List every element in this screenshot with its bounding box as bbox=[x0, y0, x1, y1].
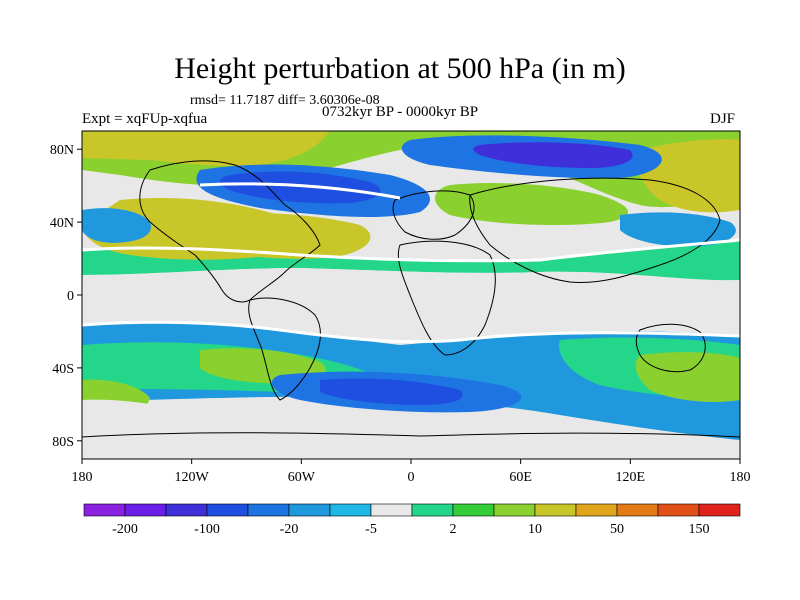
contour-south bbox=[82, 320, 740, 344]
colorbar-swatch bbox=[534, 503, 577, 517]
field-australia-green bbox=[635, 352, 740, 402]
colorbar-label: 2 bbox=[450, 522, 457, 537]
colorbar-swatch bbox=[124, 503, 167, 517]
colorbar-label: 10 bbox=[528, 522, 542, 537]
lat-tick-label: 80N bbox=[50, 143, 74, 158]
longitude-axis: 180 120W 60W 0 60E 120E 180 bbox=[72, 459, 751, 485]
lat-tick-label: 80S bbox=[52, 435, 74, 450]
colorbar-swatch bbox=[247, 503, 290, 517]
colorbar-swatch bbox=[370, 503, 413, 517]
field-npacific-yellow bbox=[636, 139, 740, 213]
colorbar-label: 50 bbox=[610, 522, 624, 537]
colorbar-swatch bbox=[411, 503, 454, 517]
field-southatlantic-core bbox=[320, 378, 463, 405]
field-asia-low bbox=[620, 212, 736, 247]
colorbar-swatch bbox=[206, 503, 249, 517]
contour-lines bbox=[82, 182, 740, 344]
field-antarctic-neutral bbox=[82, 440, 740, 459]
asia-coast bbox=[469, 177, 721, 284]
period-label: 0732kyr BP - 0000kyr BP bbox=[322, 104, 479, 120]
field-arctic-yellow bbox=[82, 131, 330, 166]
field-tropical-neutral bbox=[82, 268, 740, 345]
lon-tick-label: 120E bbox=[616, 470, 646, 485]
rmsd-stats: rmsd= 11.7187 diff= 3.60306e-08 bbox=[190, 93, 380, 108]
colorbar-swatch bbox=[165, 503, 208, 517]
contour-north bbox=[82, 238, 740, 263]
lon-tick-label: 120W bbox=[175, 470, 210, 485]
colorbar-label: 150 bbox=[689, 522, 710, 537]
lat-tick-label: 40N bbox=[50, 216, 74, 231]
field-atlantic-high bbox=[195, 213, 371, 259]
north-america-coast bbox=[139, 160, 321, 303]
field-eurasia-green bbox=[435, 183, 629, 226]
colorbar-swatch bbox=[493, 503, 536, 517]
colorbar-label: -5 bbox=[365, 522, 377, 537]
colorbar-swatch bbox=[288, 503, 331, 517]
lon-tick-label: 0 bbox=[408, 470, 415, 485]
height-perturbation-field bbox=[82, 131, 740, 459]
colorbar-swatch bbox=[616, 503, 659, 517]
colorbar-swatch bbox=[657, 503, 700, 517]
colorbar: -200 -100 -20 -5 2 10 50 150 bbox=[83, 503, 741, 537]
australia-coast bbox=[635, 323, 706, 373]
latitude-axis: 80N 40N 0 40S 80S bbox=[50, 143, 82, 450]
colorbar-swatch bbox=[698, 503, 741, 517]
south-america-coast bbox=[248, 297, 321, 401]
colorbar-label: -100 bbox=[194, 522, 220, 537]
lon-tick-label: 60W bbox=[288, 470, 316, 485]
lat-tick-label: 0 bbox=[67, 289, 74, 304]
plot-title: Height perturbation at 500 hPa (in m) bbox=[174, 52, 626, 85]
field-arctic-core bbox=[473, 142, 633, 168]
season-label: DJF bbox=[710, 111, 736, 127]
colorbar-swatch bbox=[452, 503, 495, 517]
experiment-label: Expt = xqFUp-xqfua bbox=[82, 111, 208, 127]
antarctica-coast bbox=[82, 432, 740, 438]
africa-coast bbox=[397, 240, 496, 356]
colorbar-swatch bbox=[329, 503, 372, 517]
contour-north-low bbox=[199, 182, 401, 200]
colorbar-swatch bbox=[83, 503, 126, 517]
europe-coast bbox=[392, 190, 475, 240]
colorbar-label: -20 bbox=[280, 522, 299, 537]
colorbar-label: -200 bbox=[112, 522, 138, 537]
lon-tick-label: 180 bbox=[72, 470, 93, 485]
field-npacific-low bbox=[82, 208, 151, 243]
coastlines bbox=[82, 160, 740, 438]
lon-tick-label: 180 bbox=[730, 470, 751, 485]
colorbar-swatch bbox=[575, 503, 618, 517]
field-southern-neutral bbox=[82, 399, 229, 449]
lat-tick-label: 40S bbox=[52, 362, 74, 377]
lon-tick-label: 60E bbox=[509, 470, 532, 485]
